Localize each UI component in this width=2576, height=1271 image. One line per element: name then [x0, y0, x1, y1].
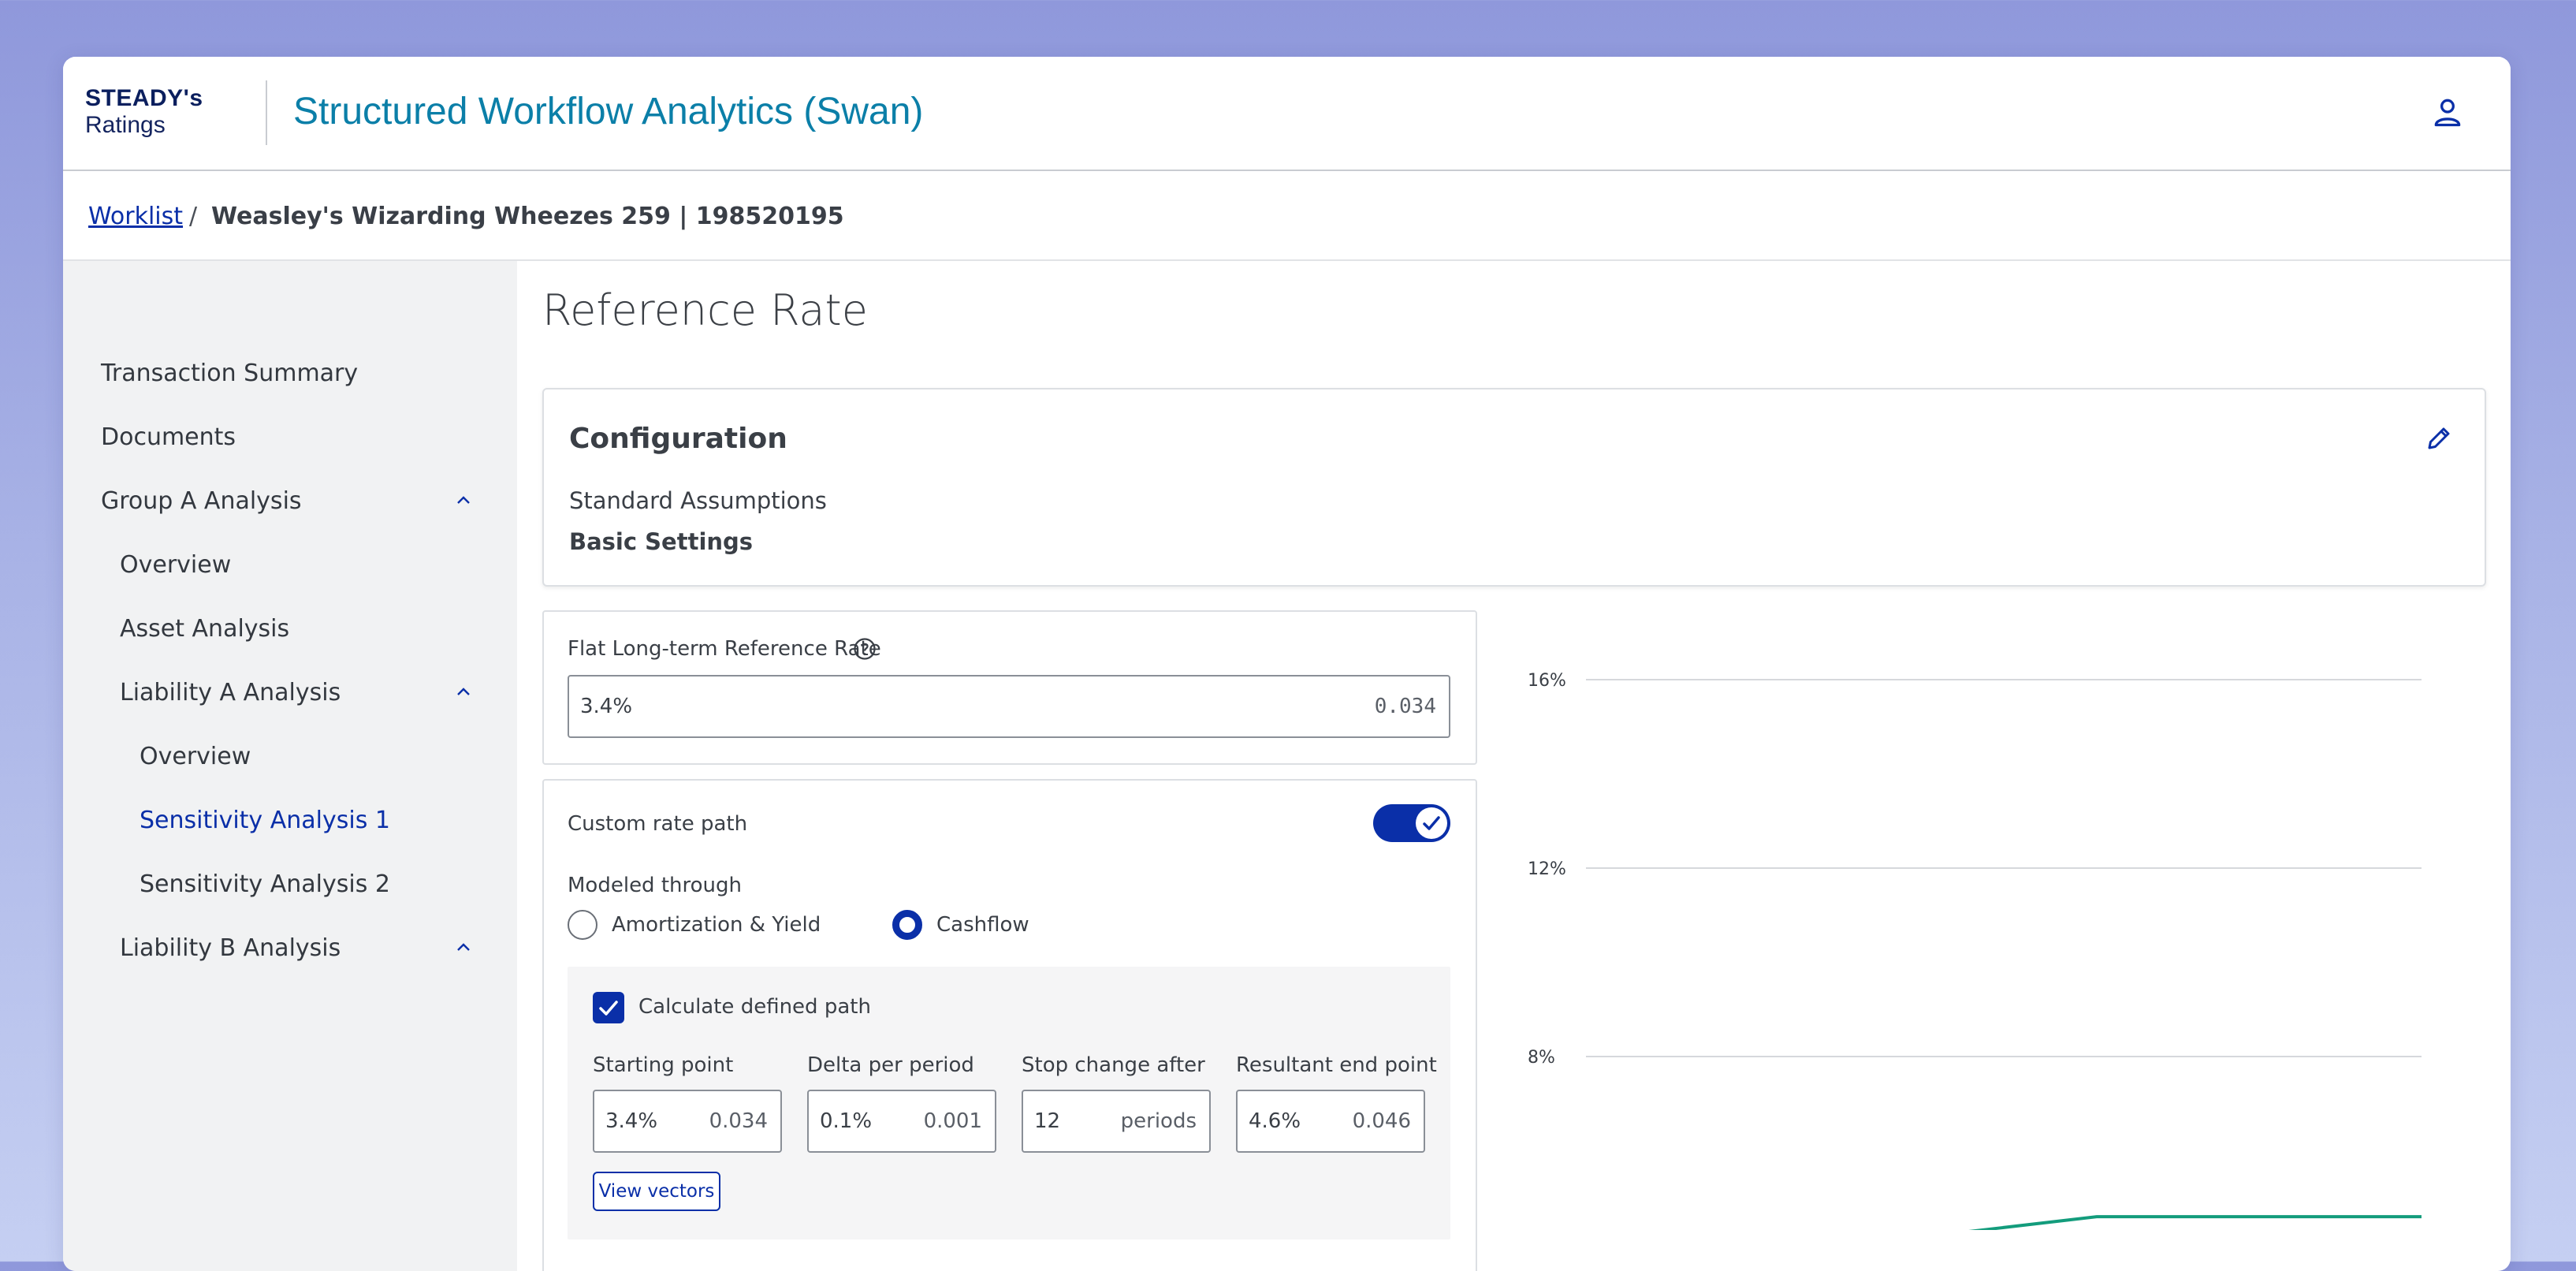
starting-point-input[interactable]: 3.4% 0.034 — [593, 1090, 782, 1153]
calculate-path-checkbox[interactable] — [593, 992, 624, 1023]
chart-y-tick-label: 12% — [1528, 859, 1566, 879]
breadcrumb: Worklist / Weasley's Wizarding Wheezes 2… — [63, 171, 2511, 261]
configuration-card: Configuration Standard Assumptions Basic… — [542, 388, 2486, 587]
sidebar-item-sensitivity-analysis-2[interactable]: Sensitivity Analysis 2 — [140, 870, 390, 898]
breadcrumb-worklist-link[interactable]: Worklist — [88, 203, 184, 230]
starting-point-value: 3.4% — [605, 1109, 658, 1133]
radio-cashflow[interactable] — [892, 910, 922, 940]
page-title: Reference Rate — [542, 285, 868, 335]
configuration-assumptions: Standard Assumptions — [569, 487, 827, 514]
delta-per-period-value: 0.1% — [820, 1109, 873, 1133]
delta-per-period-label: Delta per period — [807, 1053, 974, 1077]
flat-rate-label: Flat Long-term Reference Rate — [568, 637, 881, 661]
configuration-settings: Basic Settings — [569, 528, 754, 555]
chart-y-tick-label: 8% — [1528, 1048, 1555, 1068]
starting-point-label: Starting point — [593, 1053, 734, 1077]
sidebar-item-transaction-summary[interactable]: Transaction Summary — [101, 360, 359, 387]
app-header: STEADY's Ratings Structured Workflow Ana… — [63, 57, 2511, 171]
check-icon — [599, 1001, 618, 1016]
app-window: STEADY's Ratings Structured Workflow Ana… — [63, 57, 2511, 1271]
resultant-end-value: 4.6% — [1249, 1109, 1301, 1133]
radio-cashflow-label[interactable]: Cashflow — [936, 913, 1029, 937]
custom-rate-path-label: Custom rate path — [568, 812, 748, 836]
radio-amortization-yield-label[interactable]: Amortization & Yield — [612, 913, 821, 937]
chevron-up-icon[interactable] — [454, 491, 473, 510]
stop-change-value: 12 — [1034, 1109, 1061, 1133]
stop-change-label: Stop change after — [1022, 1053, 1205, 1077]
sidebar-item-sensitivity-analysis-1[interactable]: Sensitivity Analysis 1 — [140, 807, 390, 834]
breadcrumb-separator: / — [189, 203, 198, 230]
stop-change-input[interactable]: 12 periods — [1022, 1090, 1211, 1153]
sidebar-item-group-a-analysis[interactable]: Group A Analysis — [101, 487, 302, 515]
modeled-through-label: Modeled through — [568, 874, 742, 897]
breadcrumb-current: Weasley's Wizarding Wheezes 259 | 198520… — [211, 203, 844, 230]
chevron-up-icon[interactable] — [454, 683, 473, 702]
delta-per-period-raw: 0.001 — [923, 1109, 982, 1133]
chevron-up-icon[interactable] — [454, 938, 473, 957]
logo-line-1: STEADY's — [85, 85, 203, 111]
sidebar-item-documents[interactable]: Documents — [101, 423, 236, 451]
sidebar: Transaction Summary Documents Group A An… — [63, 261, 517, 1271]
pencil-icon[interactable] — [2425, 424, 2453, 453]
resultant-end-input[interactable]: 4.6% 0.046 — [1236, 1090, 1425, 1153]
sidebar-item-overview-sub[interactable]: Overview — [140, 743, 251, 770]
view-vectors-button[interactable]: View vectors — [593, 1172, 720, 1211]
logo-line-2: Ratings — [85, 112, 166, 138]
chart-y-tick-label: 16% — [1528, 671, 1566, 691]
resultant-end-label: Resultant end point — [1236, 1053, 1437, 1077]
delta-per-period-input[interactable]: 0.1% 0.001 — [807, 1090, 996, 1153]
flat-rate-value: 3.4% — [580, 695, 633, 718]
flat-rate-panel: Flat Long-term Reference Rate 3.4% 0.034 — [542, 610, 1477, 765]
help-icon[interactable] — [853, 637, 877, 661]
calculate-path-label: Calculate defined path — [638, 995, 871, 1019]
flat-rate-input[interactable]: 3.4% 0.034 — [568, 675, 1450, 738]
app-title: Structured Workflow Analytics (Swan) — [293, 91, 924, 132]
check-icon — [1423, 816, 1440, 830]
toggle-knob — [1416, 807, 1447, 839]
header-divider — [266, 80, 267, 145]
chart-series-line-1 — [1968, 1215, 2422, 1230]
defined-path-panel: Calculate defined path Starting point 3.… — [568, 967, 1450, 1239]
configuration-title: Configuration — [569, 423, 787, 455]
resultant-end-raw: 0.046 — [1352, 1109, 1411, 1133]
radio-amortization-yield[interactable] — [568, 910, 597, 940]
sidebar-item-liability-a-analysis[interactable]: Liability A Analysis — [120, 679, 341, 706]
reference-rate-chart: 16%12%8%4% — [1528, 671, 2422, 1230]
sidebar-item-liability-b-analysis[interactable]: Liability B Analysis — [120, 934, 341, 962]
sidebar-item-overview[interactable]: Overview — [120, 551, 232, 579]
custom-rate-toggle[interactable] — [1373, 804, 1450, 842]
starting-point-raw: 0.034 — [709, 1109, 768, 1133]
stop-change-unit: periods — [1120, 1109, 1197, 1133]
brand-logo[interactable]: STEADY's Ratings — [85, 85, 203, 139]
user-icon[interactable] — [2430, 95, 2465, 129]
sidebar-item-asset-analysis[interactable]: Asset Analysis — [120, 615, 290, 643]
flat-rate-raw: 0.034 — [1374, 695, 1436, 718]
custom-rate-panel: Custom rate path Modeled through Amortiz… — [542, 779, 1477, 1271]
